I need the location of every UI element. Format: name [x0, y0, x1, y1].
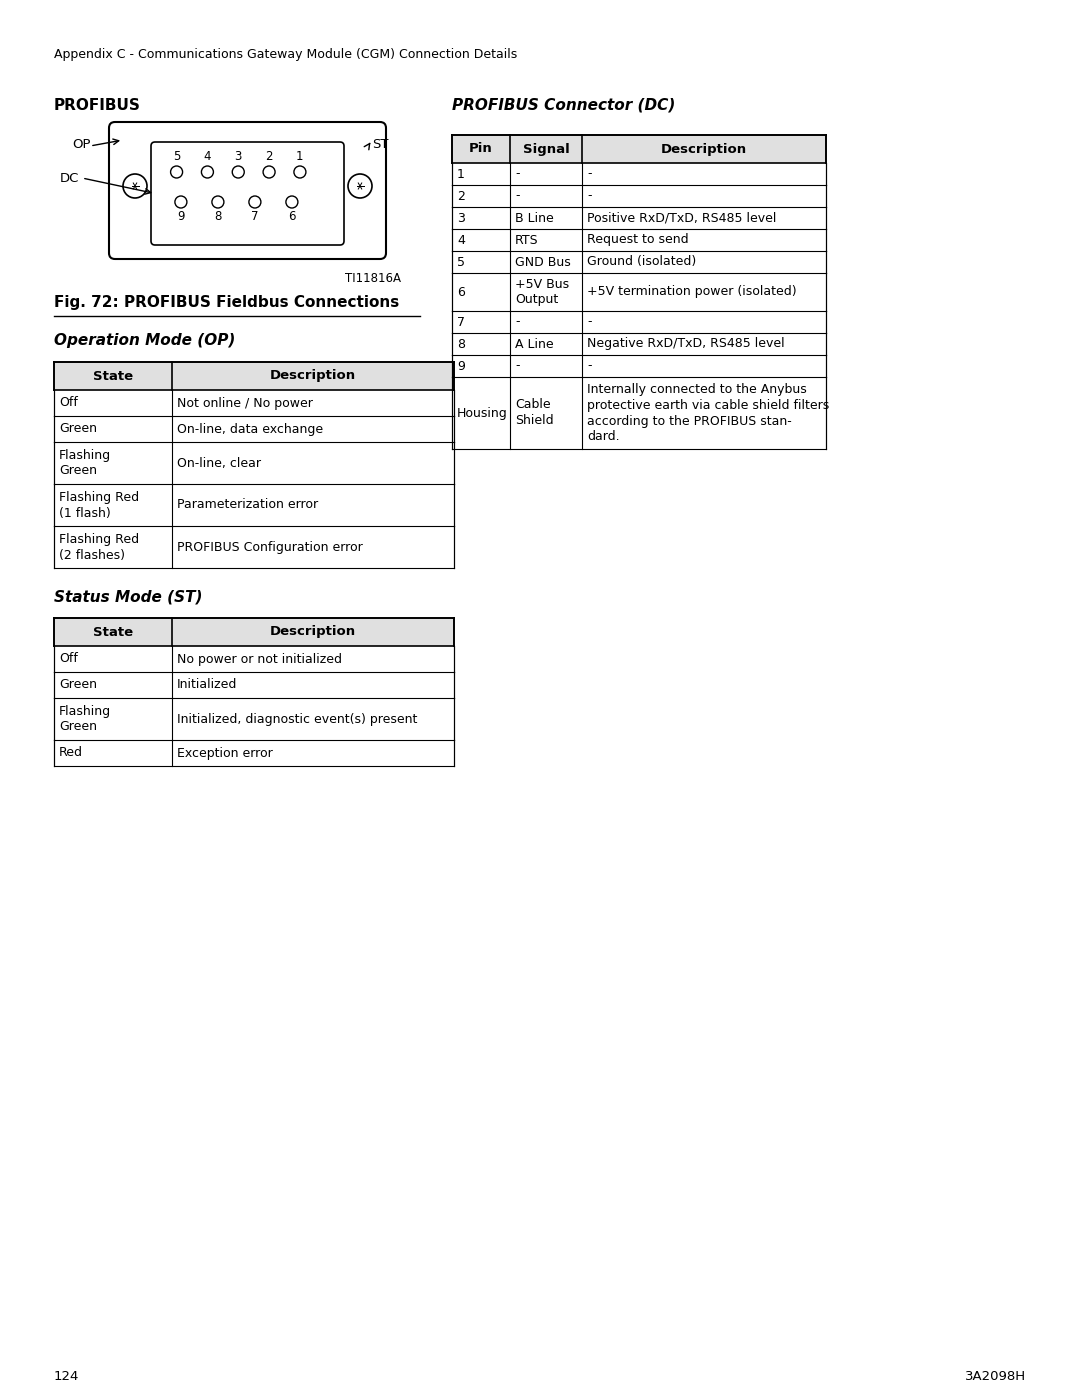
Text: Negative RxD/TxD, RS485 level: Negative RxD/TxD, RS485 level	[588, 338, 785, 351]
Text: On-line, data exchange: On-line, data exchange	[177, 422, 323, 436]
Text: 6: 6	[457, 285, 464, 299]
Text: -: -	[588, 190, 592, 203]
Text: Internally connected to the Anybus
protective earth via cable shield filters
acc: Internally connected to the Anybus prote…	[588, 383, 829, 443]
Text: 7: 7	[252, 210, 258, 222]
Text: Initialized: Initialized	[177, 679, 238, 692]
Text: Exception error: Exception error	[177, 746, 273, 760]
Text: Off: Off	[59, 397, 78, 409]
Text: Housing: Housing	[457, 407, 508, 419]
Text: B Line: B Line	[515, 211, 554, 225]
Text: GND Bus: GND Bus	[515, 256, 570, 268]
Text: Description: Description	[661, 142, 747, 155]
Text: 2: 2	[457, 190, 464, 203]
Text: No power or not initialized: No power or not initialized	[177, 652, 342, 665]
Text: Not online / No power: Not online / No power	[177, 397, 313, 409]
Text: 7: 7	[457, 316, 465, 328]
FancyBboxPatch shape	[109, 122, 386, 258]
Text: Description: Description	[270, 626, 356, 638]
Text: 5: 5	[173, 149, 180, 162]
Circle shape	[248, 196, 261, 208]
Text: -: -	[588, 168, 592, 180]
Text: 3: 3	[457, 211, 464, 225]
Text: 9: 9	[457, 359, 464, 373]
Bar	[54, 362, 454, 390]
Text: 9: 9	[177, 210, 185, 222]
Text: 3A2098H: 3A2098H	[964, 1370, 1026, 1383]
Bar	[453, 136, 826, 163]
Bar	[54, 617, 454, 645]
Text: -: -	[588, 316, 592, 328]
Text: Signal: Signal	[523, 142, 569, 155]
Text: Positive RxD/TxD, RS485 level: Positive RxD/TxD, RS485 level	[588, 211, 777, 225]
Text: -: -	[588, 359, 592, 373]
Text: Pin: Pin	[469, 142, 492, 155]
Text: Operation Mode (OP): Operation Mode (OP)	[54, 332, 235, 348]
Text: +5V Bus
Output: +5V Bus Output	[515, 278, 569, 306]
Text: +5V termination power (isolated): +5V termination power (isolated)	[588, 285, 797, 299]
Text: Green: Green	[59, 679, 97, 692]
Text: TI11816A: TI11816A	[345, 272, 401, 285]
Circle shape	[264, 166, 275, 177]
Text: Initialized, diagnostic event(s) present: Initialized, diagnostic event(s) present	[177, 712, 417, 725]
Text: Parameterization error: Parameterization error	[177, 499, 319, 511]
Circle shape	[286, 196, 298, 208]
Text: A Line: A Line	[515, 338, 554, 351]
Text: Flashing
Green: Flashing Green	[59, 448, 111, 478]
Circle shape	[175, 196, 187, 208]
Circle shape	[232, 166, 244, 177]
Text: Flashing
Green: Flashing Green	[59, 704, 111, 733]
Text: Fig. 72: PROFIBUS Fieldbus Connections: Fig. 72: PROFIBUS Fieldbus Connections	[54, 295, 400, 310]
Text: Off: Off	[59, 652, 78, 665]
Text: 1: 1	[457, 168, 464, 180]
Text: 4: 4	[204, 149, 212, 162]
Text: 8: 8	[214, 210, 221, 222]
Text: -: -	[515, 190, 519, 203]
Text: 4: 4	[457, 233, 464, 246]
Circle shape	[294, 166, 306, 177]
Text: Status Mode (ST): Status Mode (ST)	[54, 590, 203, 605]
Text: Flashing Red
(1 flash): Flashing Red (1 flash)	[59, 490, 139, 520]
Text: 3: 3	[234, 149, 242, 162]
Text: Ground (isolated): Ground (isolated)	[588, 256, 697, 268]
Circle shape	[201, 166, 214, 177]
Text: On-line, clear: On-line, clear	[177, 457, 261, 469]
Text: -: -	[515, 168, 519, 180]
Text: ST: ST	[372, 138, 389, 151]
Text: 6: 6	[288, 210, 296, 222]
Text: RTS: RTS	[515, 233, 539, 246]
Text: Cable
Shield: Cable Shield	[515, 398, 554, 427]
Text: Flashing Red
(2 flashes): Flashing Red (2 flashes)	[59, 532, 139, 562]
Text: PROFIBUS Connector (DC): PROFIBUS Connector (DC)	[453, 98, 675, 113]
Text: Description: Description	[270, 369, 356, 383]
Text: Green: Green	[59, 422, 97, 436]
Circle shape	[348, 175, 372, 198]
Text: State: State	[93, 369, 133, 383]
Text: -: -	[515, 359, 519, 373]
Text: State: State	[93, 626, 133, 638]
Circle shape	[123, 175, 147, 198]
Text: 1: 1	[296, 149, 303, 162]
Text: PROFIBUS: PROFIBUS	[54, 98, 140, 113]
Text: -: -	[515, 316, 519, 328]
Text: 5: 5	[457, 256, 465, 268]
Text: 8: 8	[457, 338, 465, 351]
Text: Request to send: Request to send	[588, 233, 689, 246]
Circle shape	[171, 166, 183, 177]
Text: OP: OP	[72, 138, 91, 151]
Circle shape	[212, 196, 224, 208]
Text: Red: Red	[59, 746, 83, 760]
Text: 124: 124	[54, 1370, 79, 1383]
Text: PROFIBUS Configuration error: PROFIBUS Configuration error	[177, 541, 363, 553]
Text: 2: 2	[266, 149, 273, 162]
Text: DC: DC	[60, 172, 79, 184]
Text: Appendix C - Communications Gateway Module (CGM) Connection Details: Appendix C - Communications Gateway Modu…	[54, 47, 517, 61]
FancyBboxPatch shape	[151, 142, 345, 244]
